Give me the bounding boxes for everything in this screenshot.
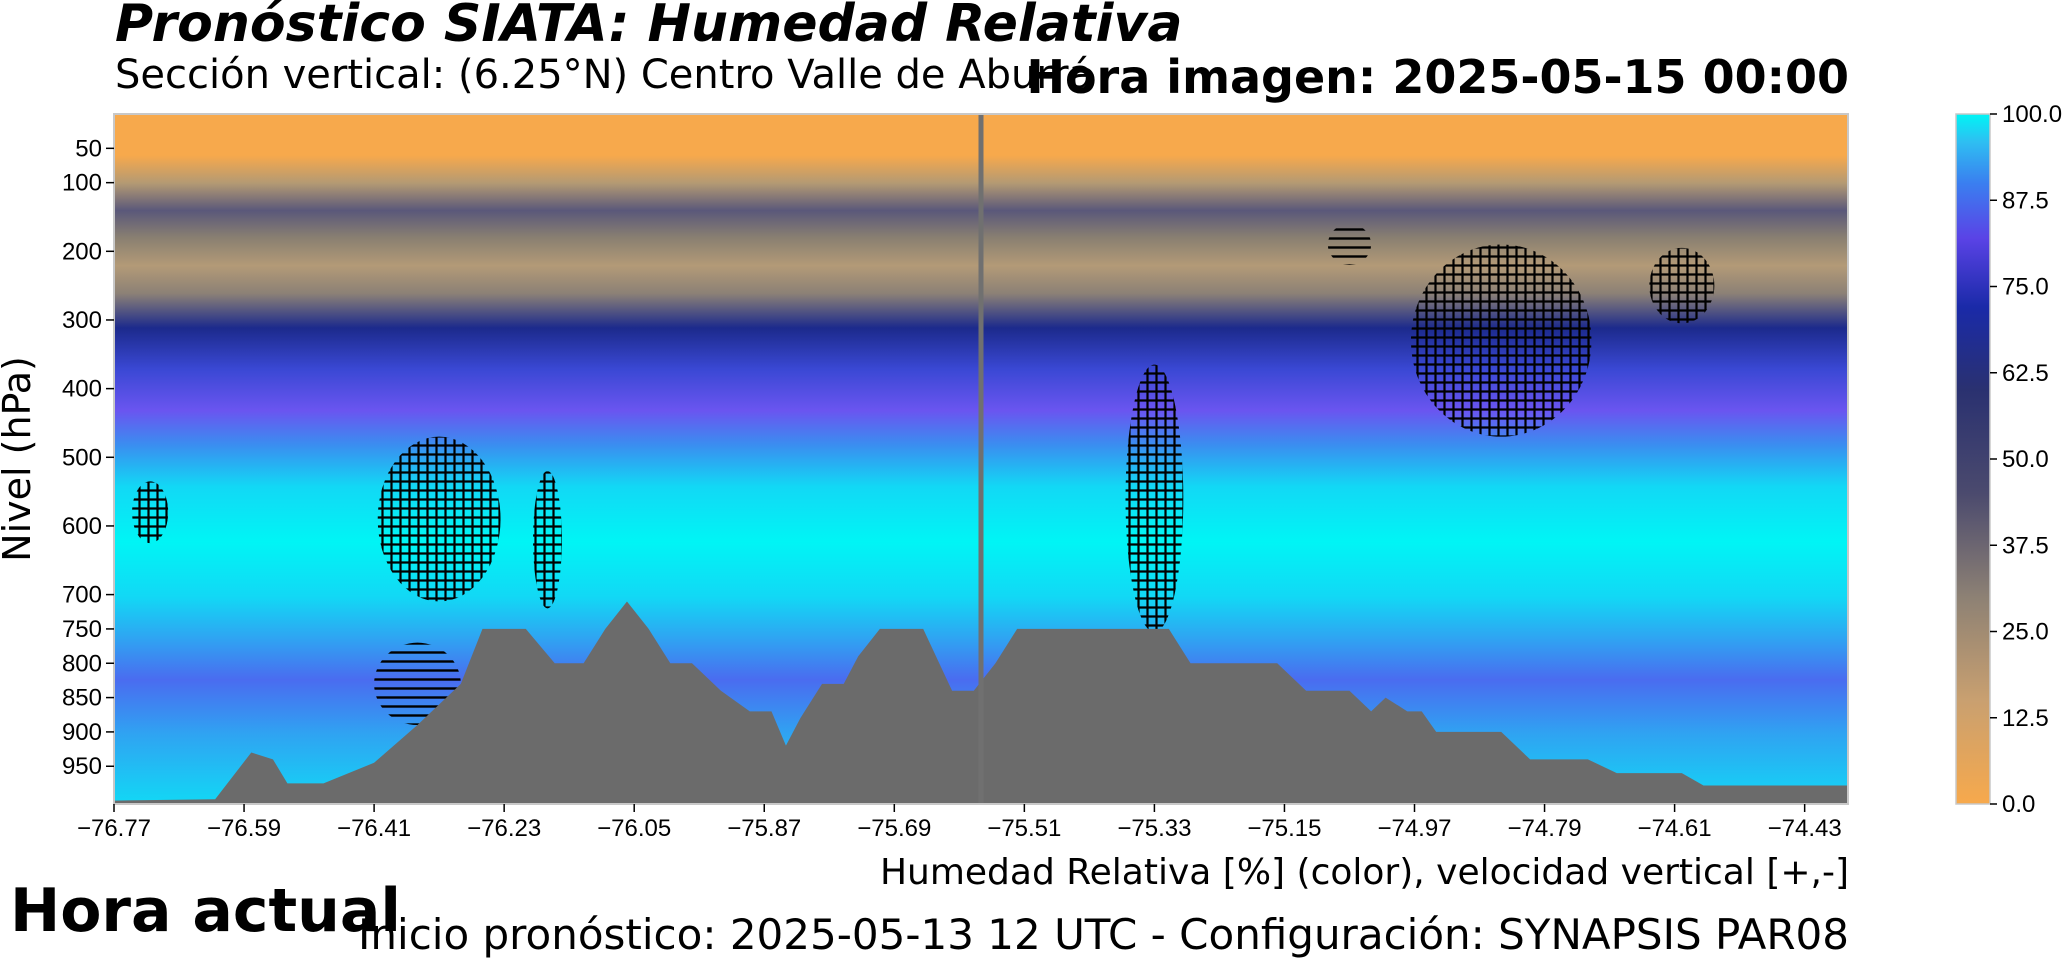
x-tick-label: −74.61 <box>1638 815 1712 842</box>
y-tick-label: 50 <box>75 135 102 162</box>
x-tick-label: −75.69 <box>857 815 931 842</box>
colorbar-tick-label: 62.5 <box>2002 360 2049 387</box>
y-tick-label: 700 <box>62 582 102 609</box>
plot-frame <box>113 113 1849 805</box>
y-tick-label: 100 <box>62 170 102 197</box>
x-tick-label: −75.87 <box>727 815 801 842</box>
colorbar-tick-label: 100.0 <box>2002 101 2062 128</box>
forecast-init-label: Inicio pronóstico: 2025-05-13 12 UTC - C… <box>358 910 1849 959</box>
colorbar-tick-label: 25.0 <box>2002 619 2049 646</box>
colorbar <box>1955 113 1991 805</box>
colorbar-tick-label: 0.0 <box>2002 791 2035 818</box>
y-tick-label: 900 <box>62 719 102 746</box>
x-tick-label: −75.51 <box>987 815 1061 842</box>
x-tick-label: −76.41 <box>337 815 411 842</box>
y-tick-label: 300 <box>62 307 102 334</box>
downdraft-hatch-region <box>1327 223 1372 266</box>
chart-subtitle: Sección vertical: (6.25°N) Centro Valle … <box>115 52 1094 98</box>
colorbar-tick-label: 87.5 <box>2002 187 2049 214</box>
colorbar-tick-label: 75.0 <box>2002 274 2049 301</box>
y-tick-label: 400 <box>62 376 102 403</box>
y-tick-label: 600 <box>62 513 102 540</box>
updraft-hatch-region <box>533 471 562 609</box>
updraft-hatch-region <box>377 436 501 602</box>
x-axis-label: Humedad Relativa [%] (color), velocidad … <box>879 852 1849 893</box>
downdraft-hatch-region <box>374 642 461 726</box>
chart-title: Pronóstico SIATA: Humedad Relativa <box>115 0 1183 54</box>
y-tick-label: 800 <box>62 650 102 677</box>
y-tick-label: 500 <box>62 444 102 471</box>
colorbar-tick-label: 50.0 <box>2002 446 2049 473</box>
y-tick-label: 850 <box>62 685 102 712</box>
x-tick-label: −76.05 <box>597 815 671 842</box>
x-tick-label: −76.59 <box>207 815 281 842</box>
updraft-hatch-region <box>1649 247 1715 324</box>
image-time-label: Hora imagen: 2025-05-15 00:00 <box>1026 50 1849 104</box>
x-tick-label: −74.43 <box>1768 815 1842 842</box>
colorbar-tick-label: 37.5 <box>2002 532 2049 559</box>
x-tick-label: −75.15 <box>1247 815 1321 842</box>
y-tick-label: 950 <box>62 753 102 780</box>
y-axis-label: Nivel (hPa) <box>0 356 39 562</box>
y-tick-label: 750 <box>62 616 102 643</box>
x-tick-label: −76.77 <box>77 815 151 842</box>
x-tick-label: −74.79 <box>1508 815 1582 842</box>
y-tick-label: 200 <box>62 238 102 265</box>
updraft-hatch-region <box>132 481 169 544</box>
x-tick-label: −74.97 <box>1377 815 1451 842</box>
x-tick-label: −76.23 <box>467 815 541 842</box>
x-tick-label: −75.33 <box>1117 815 1191 842</box>
updraft-hatch-region <box>1125 364 1184 633</box>
colorbar-tick-label: 12.5 <box>2002 705 2049 732</box>
current-time-label: Hora actual <box>10 876 401 946</box>
updraft-hatch-region <box>1410 244 1592 437</box>
